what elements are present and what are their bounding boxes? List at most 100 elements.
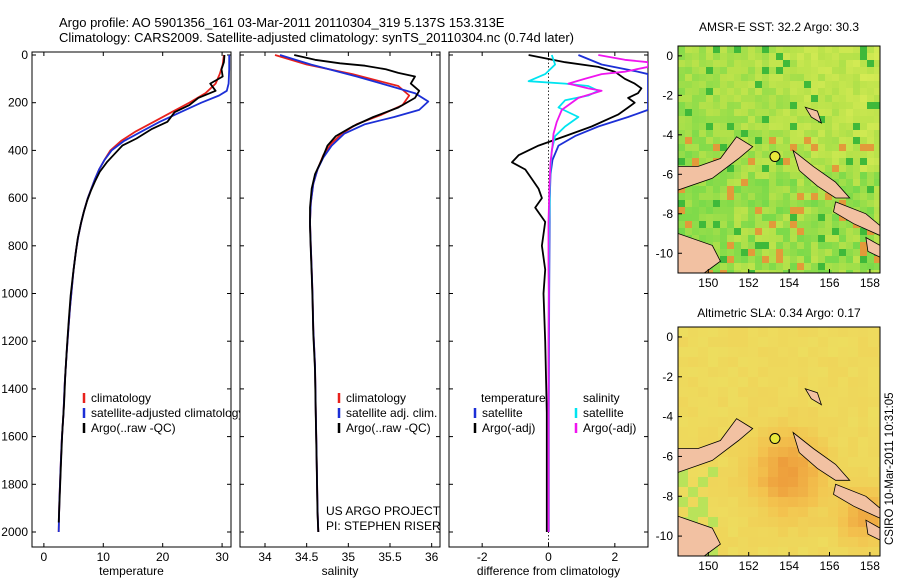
map-cell (755, 270, 762, 273)
map-cell (706, 207, 713, 214)
map-cell (734, 53, 741, 60)
map-cell (741, 249, 748, 256)
map-cell (853, 144, 860, 151)
map-cell (776, 123, 783, 130)
map-cell (734, 207, 741, 214)
map-cell (706, 186, 713, 193)
map-cell (828, 397, 838, 407)
map-cell (698, 397, 708, 407)
map-cell (758, 507, 768, 517)
map-cell (858, 337, 868, 347)
map-cell (828, 507, 838, 517)
map-cell (741, 130, 748, 137)
map-cell (692, 88, 699, 95)
map-cell (853, 130, 860, 137)
map-cell (818, 214, 825, 221)
sal-axes-frame (239, 51, 441, 548)
map-x-tick-label: 156 (819, 276, 839, 290)
map-cell (768, 387, 778, 397)
map-cell (706, 151, 713, 158)
map-cell (727, 249, 734, 256)
map-cell (867, 116, 874, 123)
map-cell (797, 193, 804, 200)
map-cell (790, 130, 797, 137)
map-cell (790, 158, 797, 165)
map-cell (804, 200, 811, 207)
map-cell (804, 144, 811, 151)
map-cell (874, 95, 880, 102)
map-cell (738, 487, 748, 497)
map-cell (758, 477, 768, 487)
map-cell (818, 60, 825, 67)
map-x-tick-label: 158 (860, 559, 880, 573)
map-cell (860, 249, 867, 256)
map-cell (832, 74, 839, 81)
map-cell (848, 547, 858, 556)
map-cell (797, 249, 804, 256)
map-cell (828, 347, 838, 357)
map-cell (778, 447, 788, 457)
map-cell (839, 46, 846, 53)
map-cell (776, 46, 783, 53)
map-cell (853, 249, 860, 256)
map-cell (758, 367, 768, 377)
map-cell (699, 46, 706, 53)
map-cell (688, 467, 698, 477)
map-cell (776, 256, 783, 263)
map-cell (804, 186, 811, 193)
map-cell (748, 256, 755, 263)
map-cell (874, 74, 880, 81)
map-cell (860, 172, 867, 179)
map-cell (846, 67, 853, 74)
map-cell (848, 537, 858, 547)
argo-profile-marker (769, 433, 781, 445)
map-cell (727, 207, 734, 214)
map-cell (776, 116, 783, 123)
map-cell (853, 53, 860, 60)
map-cell (727, 116, 734, 123)
map-cell (755, 95, 762, 102)
map-cell (713, 116, 720, 123)
map-cell (868, 387, 878, 397)
map-cell (811, 130, 818, 137)
map-cell (846, 74, 853, 81)
map-cell (878, 547, 880, 556)
map-cell (755, 123, 762, 130)
map-cell (846, 46, 853, 53)
map-cell (811, 270, 818, 273)
map-cell (808, 337, 818, 347)
map-cell (832, 60, 839, 67)
map-cell (790, 67, 797, 74)
map-cell (808, 417, 818, 427)
map-cell (832, 137, 839, 144)
map-cell (797, 81, 804, 88)
map-x-tick-label: 154 (779, 559, 799, 573)
map-cell (790, 207, 797, 214)
map-cell (838, 337, 848, 347)
map-cell (797, 214, 804, 221)
map-cell (748, 60, 755, 67)
map-cell (867, 172, 874, 179)
map-cell (688, 497, 698, 507)
map-cell (768, 507, 778, 517)
map-cell (858, 477, 868, 487)
map-cell (748, 437, 758, 447)
map-cell (727, 270, 734, 273)
map-cell (748, 467, 758, 477)
map-cell (734, 270, 741, 273)
map-cell (741, 158, 748, 165)
map-cell (713, 109, 720, 116)
map-cell (783, 179, 790, 186)
map-cell (727, 123, 734, 130)
map-cell (783, 116, 790, 123)
map-cell (839, 60, 846, 67)
map-cell (838, 417, 848, 427)
map-cell (698, 507, 708, 517)
map-cell (699, 228, 706, 235)
map-cell (734, 214, 741, 221)
map-cell (678, 158, 685, 165)
map-island (678, 233, 721, 273)
map-cell (692, 137, 699, 144)
map-cell (846, 165, 853, 172)
map-cell (748, 457, 758, 467)
